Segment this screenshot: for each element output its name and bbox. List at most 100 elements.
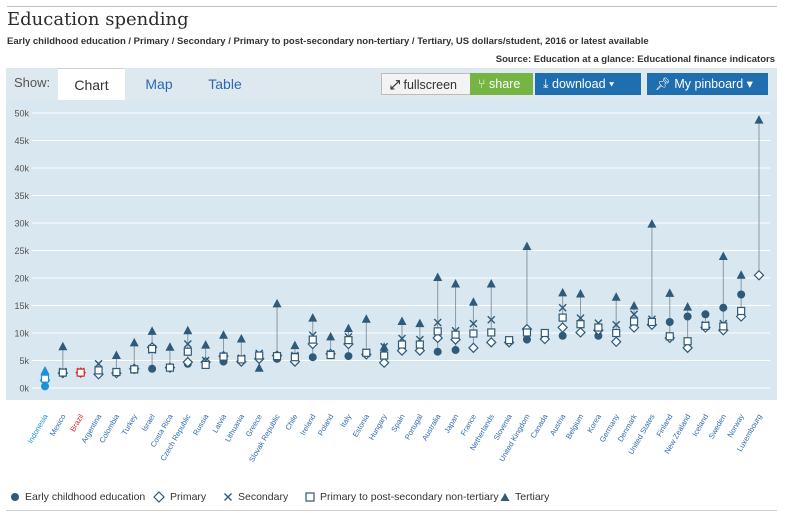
marker-square — [397, 340, 407, 349]
marker-square — [629, 317, 639, 326]
marker-triangle — [361, 314, 371, 323]
marker-triangle — [665, 288, 675, 297]
marker-x — [487, 315, 496, 324]
marker-square — [326, 350, 335, 360]
source-note: Source: Education at a glance: Education… — [495, 54, 775, 65]
marker-circle — [41, 382, 49, 391]
legend-label: Early childhood education — [25, 491, 146, 503]
marker-square — [272, 352, 282, 361]
marker-triangle — [433, 272, 443, 281]
legend-item-early-childhood[interactable]: Early childhood education — [10, 491, 145, 503]
marker-circle — [451, 346, 460, 355]
legend-item-primary-to-post-secondary[interactable]: Primary to post-secondary non-tertiary — [305, 491, 499, 503]
x-tick-label: Turkey — [120, 412, 139, 436]
marker-square — [647, 317, 657, 327]
marker-triangle — [308, 313, 318, 322]
marker-triangle — [468, 297, 478, 306]
marker-x — [183, 340, 192, 348]
legend-item-primary[interactable]: Primary — [153, 491, 206, 504]
marker-square — [701, 321, 710, 330]
marker-triangle — [736, 270, 746, 279]
marker-triangle — [397, 316, 407, 325]
marker-circle — [344, 352, 353, 361]
marker-circle — [558, 331, 567, 340]
tab-table[interactable]: Table — [208, 76, 242, 92]
x-tick-label: Japan — [442, 413, 460, 435]
pinboard-label: My pinboard — [674, 77, 744, 91]
fullscreen-icon: ⤢ — [390, 78, 401, 92]
marker-triangle — [718, 251, 728, 261]
marker-triangle — [558, 287, 568, 297]
y-tick-label: 5k — [19, 356, 29, 366]
marker-diamond — [468, 342, 479, 354]
y-tick-label: 20k — [14, 274, 29, 284]
share-button[interactable]: ⑂ share — [470, 73, 533, 95]
marker-square — [165, 363, 175, 372]
marker-diamond — [682, 342, 693, 354]
x-tick-label: Sweden — [707, 413, 728, 441]
x-tick-label: Canada — [529, 412, 550, 440]
fullscreen-button[interactable]: ⤢ fullscreen — [381, 73, 471, 95]
marker-square — [40, 374, 50, 383]
legend-item-tertiary[interactable]: Tertiary — [500, 491, 549, 503]
chart-svg: 0k 5k 10k 15k 20k 25k 30k 35k 40k 45k 50k Indonesia… — [14, 109, 770, 464]
x-tick-label: Chile — [283, 413, 299, 432]
marker-triangle — [647, 219, 657, 228]
show-label: Show: — [14, 75, 51, 90]
marker-square — [290, 353, 299, 362]
marker-triangle — [326, 331, 336, 341]
marker-triangle — [415, 318, 425, 328]
x-tick-label: Belgium — [564, 413, 585, 441]
legend-item-secondary[interactable]: Secondary — [223, 491, 288, 503]
marker-x — [630, 310, 639, 319]
marker-circle — [522, 335, 531, 344]
marker-diamond — [557, 322, 568, 333]
marker-x — [469, 319, 478, 328]
x-tick-label: Mexico — [48, 413, 68, 438]
x-tick-label: Latvia — [210, 412, 228, 435]
marker-square — [362, 348, 371, 357]
pinboard-button[interactable]: 📌︎ My pinboard ▾ — [647, 73, 768, 95]
y-tick-label: 10k — [14, 329, 29, 339]
marker-square — [612, 328, 621, 338]
chart-subtitle: Early childhood education / Primary / Se… — [7, 36, 649, 47]
marker-square — [451, 330, 460, 339]
x-tick-label: Ireland — [298, 413, 317, 437]
x-tick-label: Spain — [389, 413, 406, 434]
marker-square — [683, 337, 692, 346]
marker-triangle — [236, 334, 246, 343]
tab-map[interactable]: Map — [145, 76, 173, 92]
marker-square — [433, 327, 442, 336]
marker-square — [522, 328, 532, 337]
tab-chart[interactable]: Chart — [58, 68, 125, 101]
y-tick-label: 40k — [14, 164, 29, 174]
x-tick-label: Brazil — [68, 412, 85, 433]
marker-diamond — [753, 269, 765, 281]
marker-diamond — [378, 357, 390, 369]
download-label: download — [552, 77, 606, 91]
marker-circle — [594, 331, 603, 340]
marker-triangle — [576, 288, 585, 298]
legend-label: Tertiary — [515, 491, 550, 503]
marker-circle — [719, 303, 728, 312]
marker-triangle — [611, 292, 621, 301]
y-tick-label: 35k — [14, 191, 29, 201]
download-button[interactable]: ⤓ download ▾ — [535, 73, 641, 95]
marker-triangle — [451, 279, 461, 288]
y-tick-label: 45k — [14, 136, 29, 146]
toolbar: Show: Chart Map Table ⤢ fullscreen ⑂ sha… — [6, 68, 777, 101]
circle-icon — [11, 493, 19, 502]
chevron-down-icon: ▾ — [609, 77, 615, 91]
marker-square — [148, 344, 157, 354]
marker-square — [737, 306, 746, 316]
bottom-rule — [6, 510, 777, 511]
marker-square — [58, 368, 67, 377]
x-tick-label: Russia — [191, 412, 211, 437]
marker-x — [558, 303, 567, 312]
marker-circle — [308, 353, 317, 362]
chevron-down-icon: ▾ — [746, 77, 753, 91]
marker-square — [469, 329, 478, 338]
marker-triangle — [379, 342, 389, 351]
marker-circle — [148, 364, 157, 373]
y-tick-label: 25k — [14, 246, 29, 256]
